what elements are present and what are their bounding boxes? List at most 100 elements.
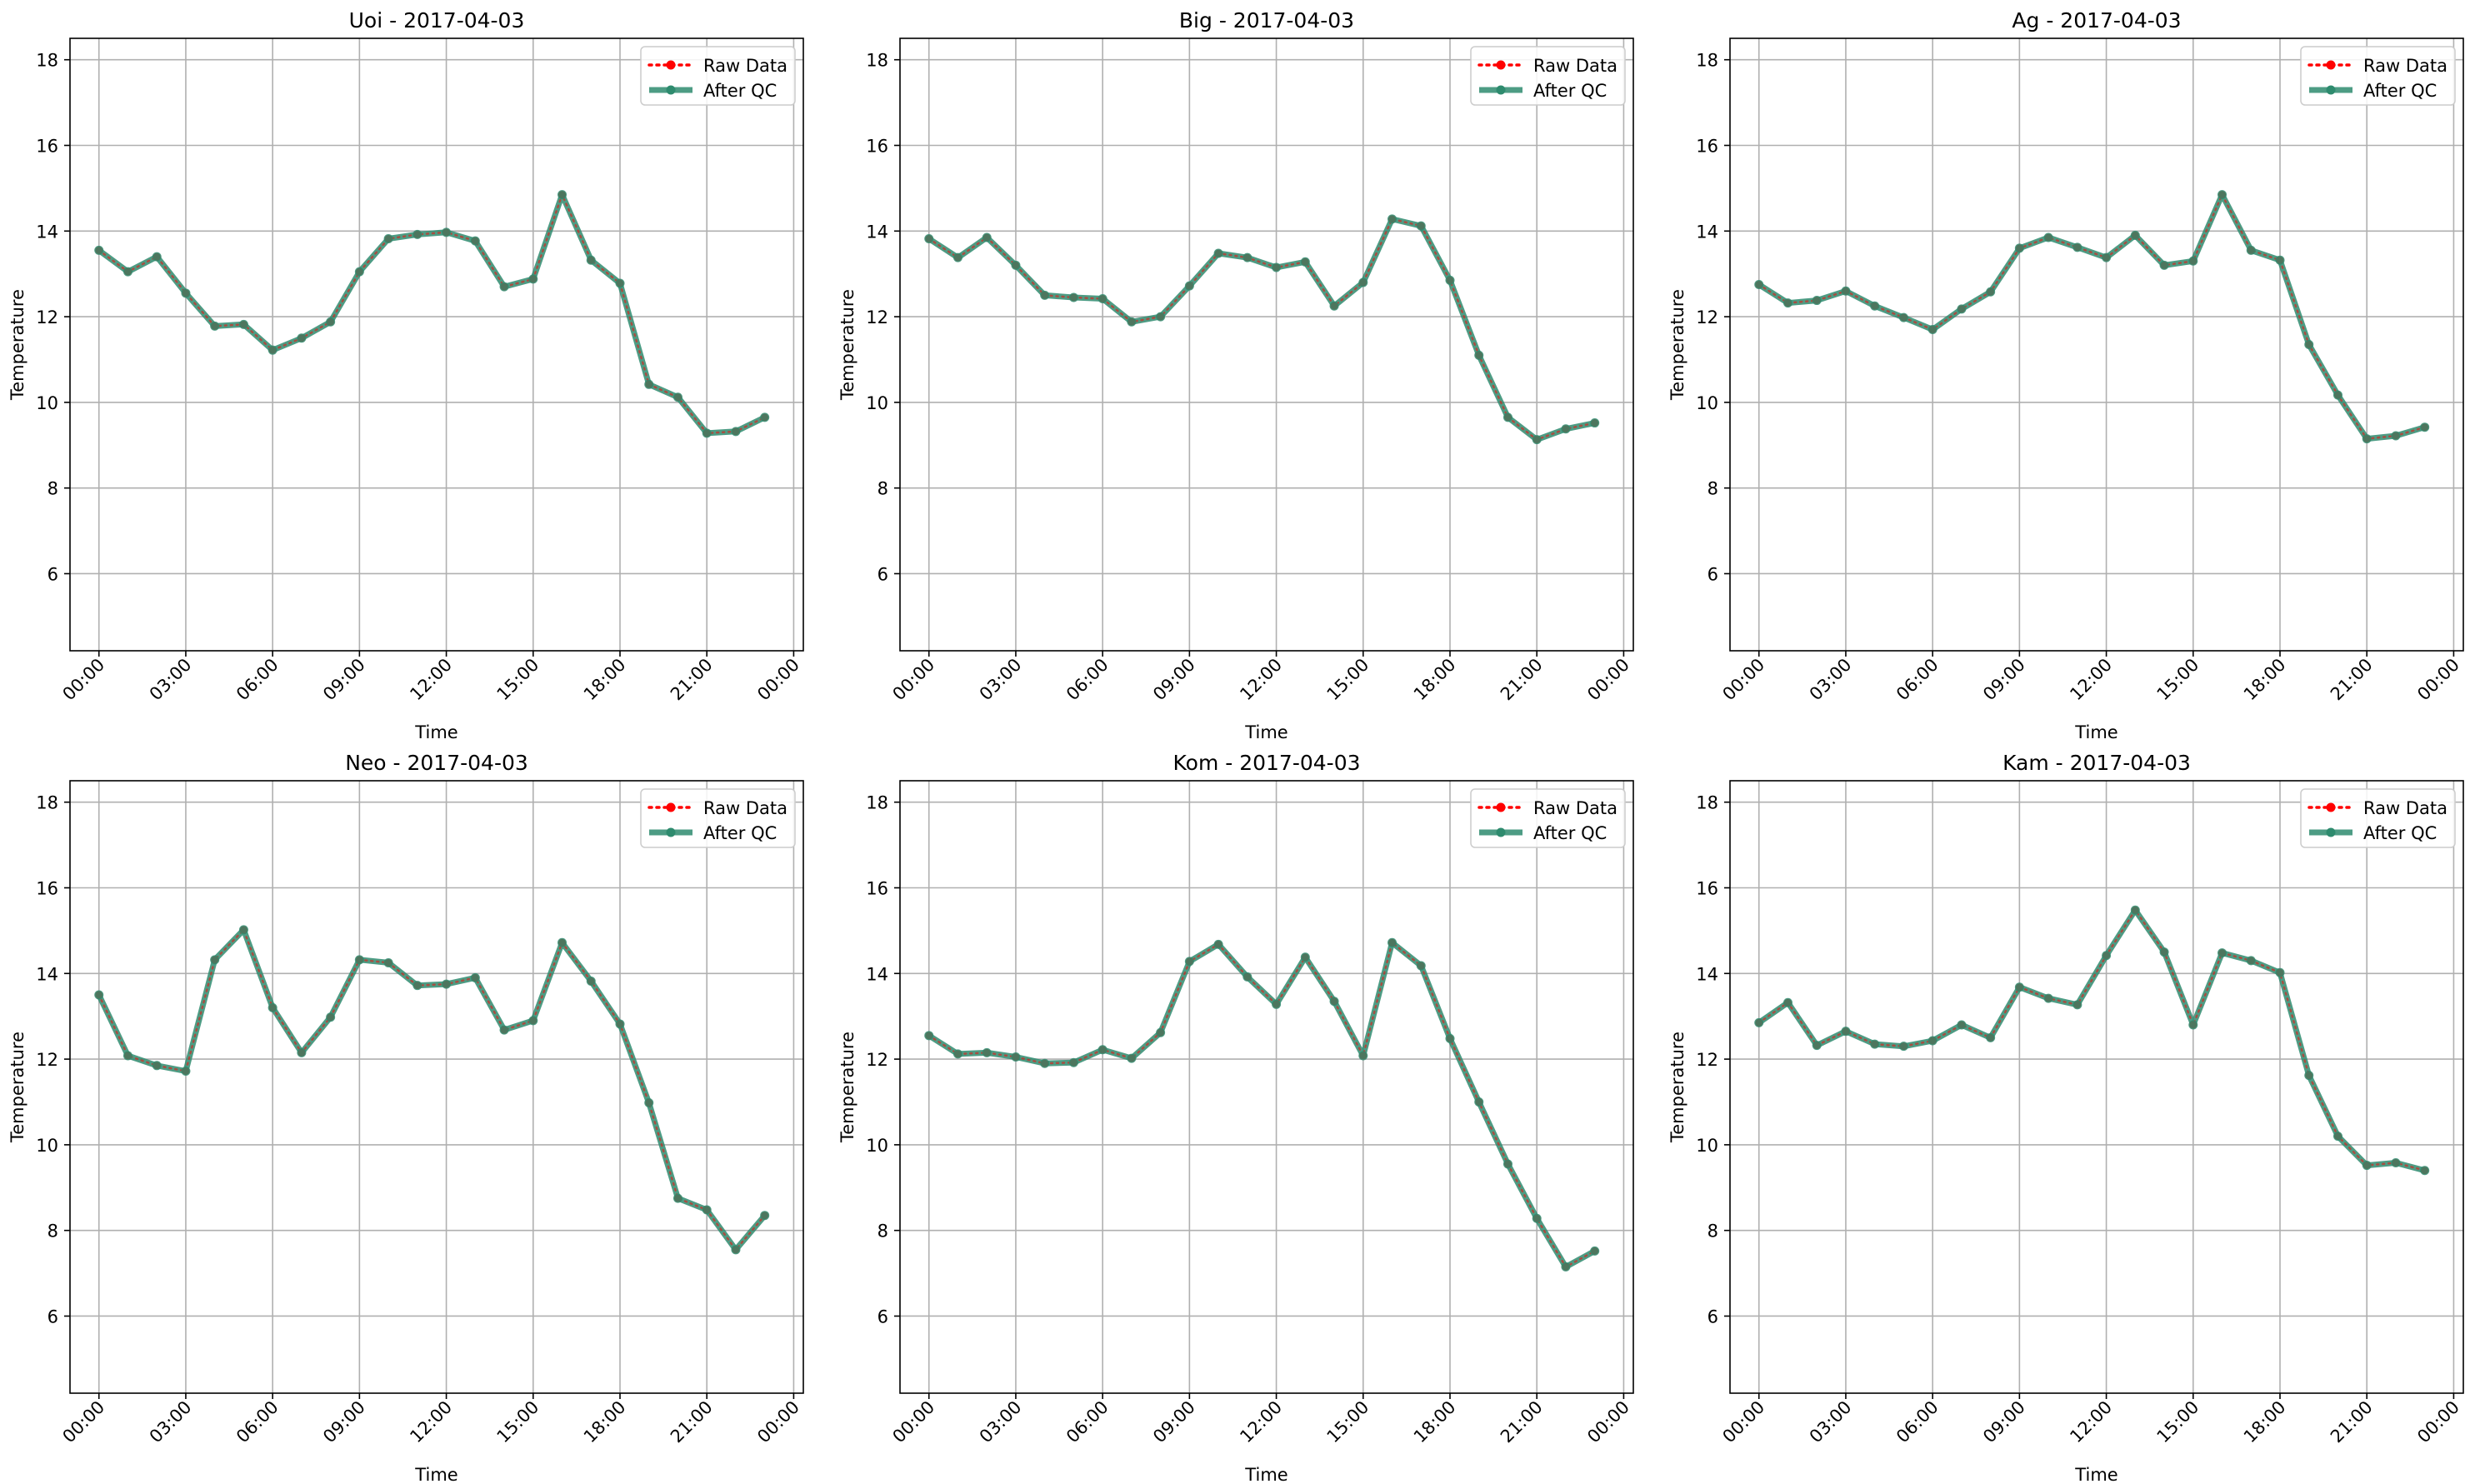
x-tick-label: 06:00: [1892, 1397, 1942, 1447]
after-qc-point: [152, 252, 162, 262]
after-qc-point: [2072, 242, 2082, 252]
y-tick-label: 6: [1708, 564, 1718, 584]
legend-raw-label: Raw Data: [2363, 798, 2448, 818]
series-raw-data: [928, 217, 1596, 442]
after-qc-point: [1928, 325, 1938, 335]
after-qc-point: [1242, 972, 1252, 982]
legend-qc-label: After QC: [2363, 81, 2437, 101]
x-tick-label: 21:00: [1497, 1397, 1547, 1447]
y-tick-label: 8: [878, 1222, 888, 1242]
x-tick-label: 21:00: [1497, 655, 1547, 705]
series-raw-data: [98, 192, 766, 435]
after-qc-point: [2332, 390, 2342, 400]
y-tick-label: 12: [866, 307, 888, 327]
after-qc-point: [1502, 1159, 1512, 1169]
after-qc-point: [2275, 255, 2285, 265]
legend-raw-marker: [2326, 60, 2336, 70]
y-tick-label: 18: [36, 793, 58, 813]
after-qc-point: [442, 979, 452, 989]
legend-qc-label: After QC: [2363, 823, 2437, 843]
x-tick-label: 12:00: [1236, 1397, 1286, 1447]
x-tick-label: 03:00: [146, 1397, 196, 1447]
y-axis-label: Temperature: [838, 1032, 858, 1143]
legend-qc-marker: [1496, 827, 1506, 837]
after-qc-point: [1040, 1058, 1050, 1068]
y-tick-label: 8: [1708, 1222, 1718, 1242]
after-qc-point: [615, 1019, 625, 1029]
after-qc-point: [354, 955, 364, 965]
after-qc-point: [2014, 243, 2024, 253]
after-qc-point: [238, 319, 248, 329]
panel-kam: 6 8 10 12 14 16 18 00:00 03:00 06:00 09:00 12:00 15:…: [1668, 751, 2464, 1484]
y-tick-label: 8: [878, 479, 888, 499]
series-after-qc: [1756, 907, 2428, 1174]
after-qc-point: [1928, 1036, 1938, 1046]
x-axis-label: Time: [1244, 722, 1288, 742]
y-tick-label: 14: [1696, 222, 1718, 242]
y-tick-label: 6: [1708, 1307, 1718, 1327]
legend-raw-marker: [1496, 60, 1506, 70]
x-axis-label: Time: [414, 1465, 458, 1484]
after-qc-point: [1782, 997, 1792, 1007]
after-qc-point: [94, 245, 104, 255]
after-qc-point: [1870, 301, 1880, 311]
legend-qc-marker: [666, 827, 676, 837]
after-qc-point: [558, 190, 568, 200]
y-tick-label: 10: [866, 393, 888, 413]
legend-raw-label: Raw Data: [1533, 56, 1618, 76]
after-qc-point: [982, 1047, 992, 1057]
after-qc-point: [2130, 905, 2140, 915]
after-qc-point: [702, 428, 712, 438]
panel-ag: 6 8 10 12 14 16 18 00:00 03:00 06:00 09:00 12:00 15:…: [1668, 8, 2464, 742]
after-qc-point: [924, 1031, 934, 1041]
after-qc-point: [2159, 947, 2169, 957]
after-qc-point: [499, 282, 509, 292]
x-tick-label: 00:00: [888, 655, 938, 705]
panel-neo: 6 8 10 12 14 16 18 00:00 03:00 06:00 09:00 12:00 15:…: [8, 751, 804, 1484]
axes-frame: [69, 37, 804, 652]
after-qc-point: [672, 1193, 682, 1203]
after-qc-point: [470, 236, 480, 246]
x-tick-label: 18:00: [1410, 1397, 1460, 1447]
grid: [70, 38, 803, 651]
after-qc-point: [1841, 1027, 1851, 1037]
after-qc-point: [2420, 1166, 2430, 1176]
x-tick-label: 00:00: [58, 1397, 108, 1447]
after-qc-point: [1329, 997, 1339, 1007]
after-qc-point: [2218, 948, 2228, 958]
y-axis-label: Temperature: [8, 1032, 28, 1143]
axes-frame: [899, 37, 1634, 652]
after-qc-point: [210, 955, 220, 965]
x-tick-label: 12:00: [406, 655, 456, 705]
after-qc-point: [1272, 999, 1282, 1009]
after-qc-point: [1532, 435, 1542, 445]
after-qc-point: [1532, 1213, 1542, 1223]
legend-qc-marker: [666, 85, 676, 95]
after-qc-point: [1812, 296, 1822, 306]
after-qc-point: [586, 255, 596, 265]
after-qc-point: [1782, 298, 1792, 308]
after-qc-point: [1127, 317, 1137, 327]
legend-raw-marker: [2326, 802, 2336, 812]
y-axis-label: Temperature: [1668, 289, 1688, 401]
after-qc-point: [2159, 260, 2169, 270]
x-tick-label: 12:00: [2066, 655, 2116, 705]
y-tick-label: 16: [866, 878, 888, 898]
x-tick-label: 18:00: [2240, 655, 2290, 705]
x-axis-label: Time: [2074, 722, 2118, 742]
grid: [900, 781, 1633, 1393]
chart-title: Neo - 2017-04-03: [345, 751, 528, 775]
after-qc-point: [1416, 221, 1426, 231]
x-tick-label: 15:00: [2153, 1397, 2203, 1447]
legend: Raw Data After QC: [640, 46, 796, 106]
grid: [70, 781, 803, 1393]
legend-qc-marker: [2326, 85, 2336, 95]
x-tick-label: 00:00: [1718, 655, 1768, 705]
y-tick-label: 14: [866, 964, 888, 984]
x-tick-label: 09:00: [319, 1397, 369, 1447]
after-qc-point: [499, 1025, 509, 1035]
after-qc-point: [1156, 1027, 1166, 1037]
after-qc-point: [1300, 257, 1310, 267]
after-qc-point: [1445, 1033, 1455, 1043]
